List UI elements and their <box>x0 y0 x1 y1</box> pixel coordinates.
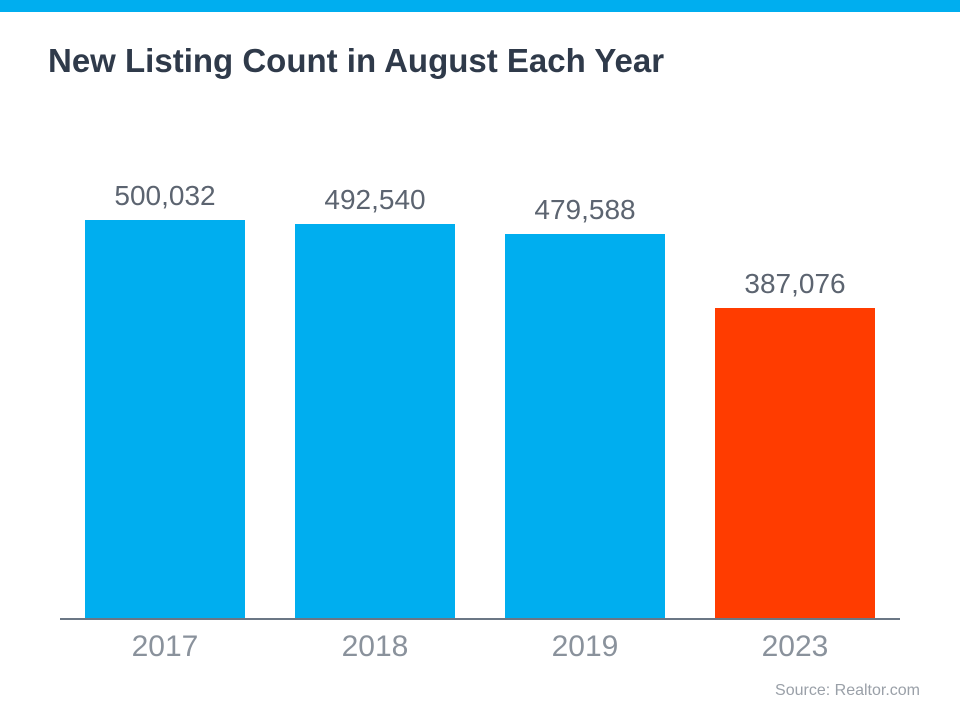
bar-value-label: 492,540 <box>324 184 425 216</box>
chart-page: New Listing Count in August Each Year 50… <box>0 0 960 720</box>
bar <box>505 234 665 618</box>
x-label: 2023 <box>690 630 900 664</box>
bar-value-label: 500,032 <box>114 180 215 212</box>
chart-title: New Listing Count in August Each Year <box>0 12 960 100</box>
bar-slot: 492,540 <box>270 180 480 618</box>
x-label: 2018 <box>270 630 480 664</box>
source-text: Source: Realtor.com <box>775 682 920 700</box>
bar-value-label: 479,588 <box>534 194 635 226</box>
x-label: 2019 <box>480 630 690 664</box>
bar-slot: 500,032 <box>60 180 270 618</box>
x-axis-labels: 2017 2018 2019 2023 <box>60 630 900 664</box>
accent-stripe <box>0 0 960 12</box>
bar <box>295 224 455 618</box>
bar <box>715 308 875 618</box>
bar-slot: 479,588 <box>480 180 690 618</box>
bar-chart: 500,032 492,540 479,588 387,076 <box>60 180 900 620</box>
bar-slot: 387,076 <box>690 180 900 618</box>
bar <box>85 220 245 618</box>
x-label: 2017 <box>60 630 270 664</box>
bar-value-label: 387,076 <box>744 268 845 300</box>
